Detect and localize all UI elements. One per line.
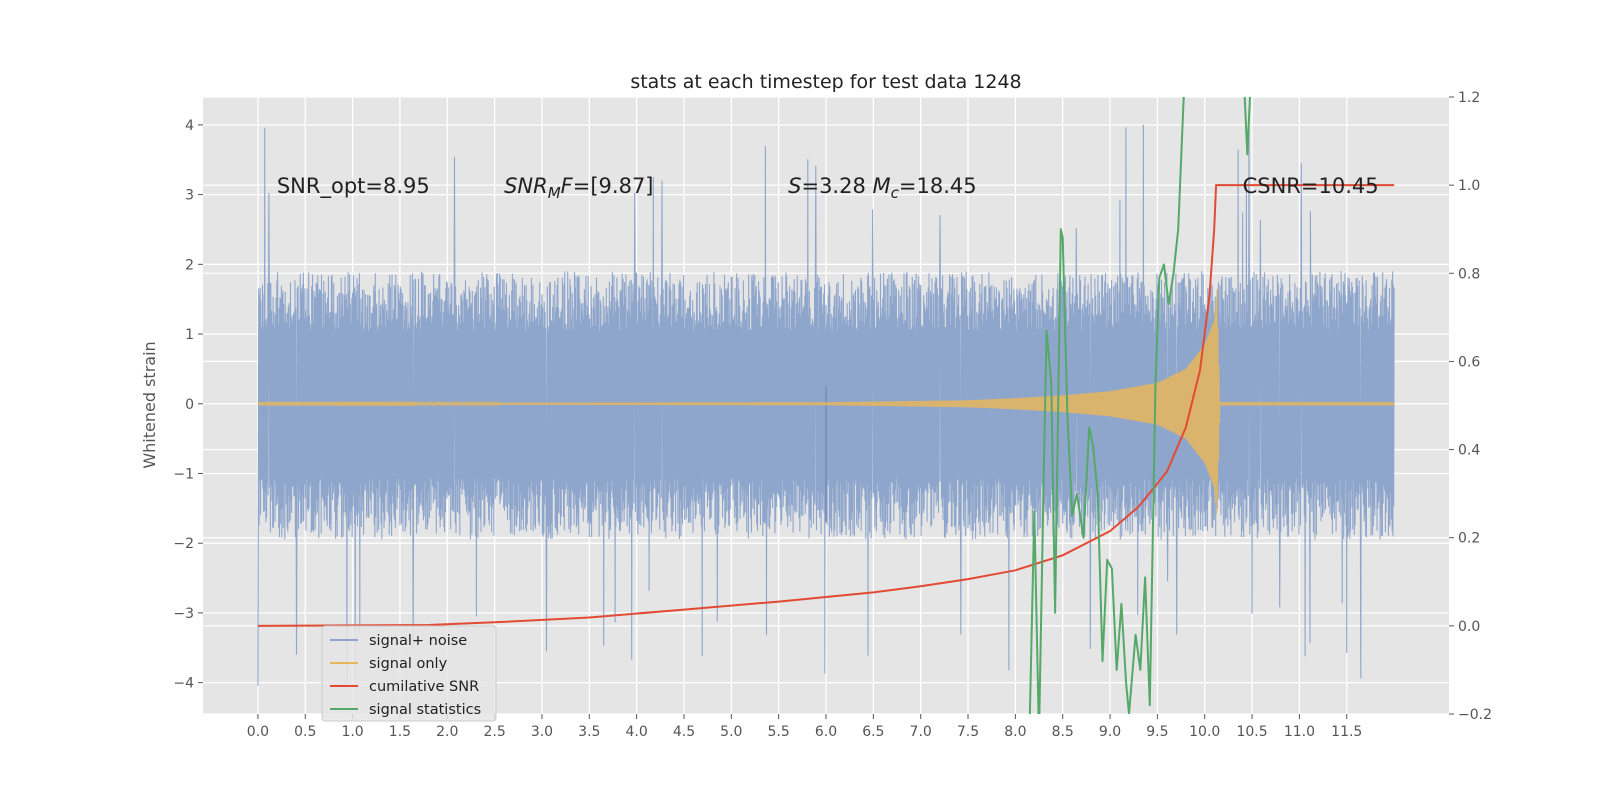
series-signal-statistics-3-line: [1028, 97, 1185, 714]
y-tick-label-5: 1: [185, 327, 194, 343]
x-tick-label-4: 2.0: [436, 724, 458, 740]
plot-area: [257, 97, 1395, 714]
legend-label-3: signal statistics: [369, 702, 481, 718]
x-tick-label-5: 2.5: [483, 724, 505, 740]
x-tick-label-0: 0.0: [247, 724, 269, 740]
x-tick-label-20: 10.0: [1189, 724, 1220, 740]
legend-box: [321, 625, 497, 722]
x-tick-label-22: 11.0: [1284, 724, 1315, 740]
x-tick-label-6: 3.0: [531, 724, 553, 740]
series-signal-noise-0-line: [257, 124, 1395, 686]
legend-label-1: signal only: [369, 656, 448, 672]
annotations: SNR_opt=8.95 SNRMF=[9.87] S=3.28 Mc=18.45 C…: [277, 174, 1379, 202]
y2-tick-label-4: 0.6: [1458, 354, 1480, 370]
chart-title: stats at each timestep for test data 124…: [630, 71, 1021, 93]
y2-tick-label-5: 0.8: [1458, 266, 1480, 282]
x-tick-label-10: 5.0: [720, 724, 742, 740]
x-tick-label-13: 6.5: [862, 724, 884, 740]
y-tick-label-4: 0: [185, 397, 194, 413]
x-tick-label-9: 4.5: [673, 724, 695, 740]
y2-tick-label-3: 0.4: [1458, 443, 1480, 459]
series-cumilative-snr-2-line: [257, 184, 1395, 627]
y-tick-label-7: 3: [185, 188, 194, 204]
annotation-2: S=3.28 Mc=18.45: [788, 174, 976, 202]
y-axis-label: Whitened strain: [140, 341, 159, 468]
annotation-1: SNRMF=[9.87]: [504, 174, 653, 202]
legend-label-2: cumilative SNR: [369, 679, 479, 695]
legend: signal+ noise signal only cumilative SNR si…: [321, 625, 497, 722]
y-tick-label-0: −4: [173, 676, 194, 692]
x-tick-label-19: 9.5: [1146, 724, 1168, 740]
x-tick-label-2: 1.0: [341, 724, 363, 740]
y2-tick-label-7: 1.2: [1458, 90, 1480, 106]
y-tick-label-6: 2: [185, 257, 194, 273]
x-tick-label-21: 10.5: [1236, 724, 1267, 740]
x-tick-label-16: 8.0: [1004, 724, 1026, 740]
x-tick-label-1: 0.5: [294, 724, 316, 740]
y2-tick-label-1: 0.0: [1458, 619, 1480, 635]
y-tick-label-8: 4: [185, 118, 194, 134]
x-tick-label-18: 9.0: [1099, 724, 1121, 740]
x-tick-label-3: 1.5: [389, 724, 411, 740]
y-tick-label-1: −3: [173, 606, 194, 622]
x-tick-label-11: 5.5: [768, 724, 790, 740]
x-tick-label-12: 6.0: [815, 724, 837, 740]
annotation-0: SNR_opt=8.95: [277, 174, 430, 199]
x-tick-label-23: 11.5: [1331, 724, 1362, 740]
y-axis-left: −4 −3 −2 −1 0 1 2 3 4: [173, 118, 203, 692]
y2-tick-label-6: 1.0: [1458, 178, 1480, 194]
legend-label-0: signal+ noise: [369, 633, 467, 649]
x-tick-label-8: 4.0: [626, 724, 648, 740]
series-signal-only-1-line: [257, 288, 1395, 514]
y-tick-label-2: −2: [173, 536, 194, 552]
y2-tick-label-0: −0.2: [1458, 707, 1492, 723]
x-tick-label-14: 7.0: [910, 724, 932, 740]
x-tick-label-17: 8.5: [1052, 724, 1074, 740]
x-tick-label-7: 3.5: [578, 724, 600, 740]
y-axis-right: −0.2 0.0 0.2 0.4 0.6 0.8 1.0 1.2: [1449, 90, 1492, 723]
x-tick-label-15: 7.5: [957, 724, 979, 740]
x-axis: 0.0 0.5 1.0 1.5 2.0 2.5 3.0 3.5 4.0 4.5 5.0 5.5 6.0 6…: [247, 714, 1362, 740]
y-tick-label-3: −1: [173, 466, 194, 482]
series-signal-statistics-4-line: [1243, 97, 1251, 156]
y2-tick-label-2: 0.2: [1458, 531, 1480, 547]
annotation-3: CSNR=10.45: [1243, 174, 1379, 198]
